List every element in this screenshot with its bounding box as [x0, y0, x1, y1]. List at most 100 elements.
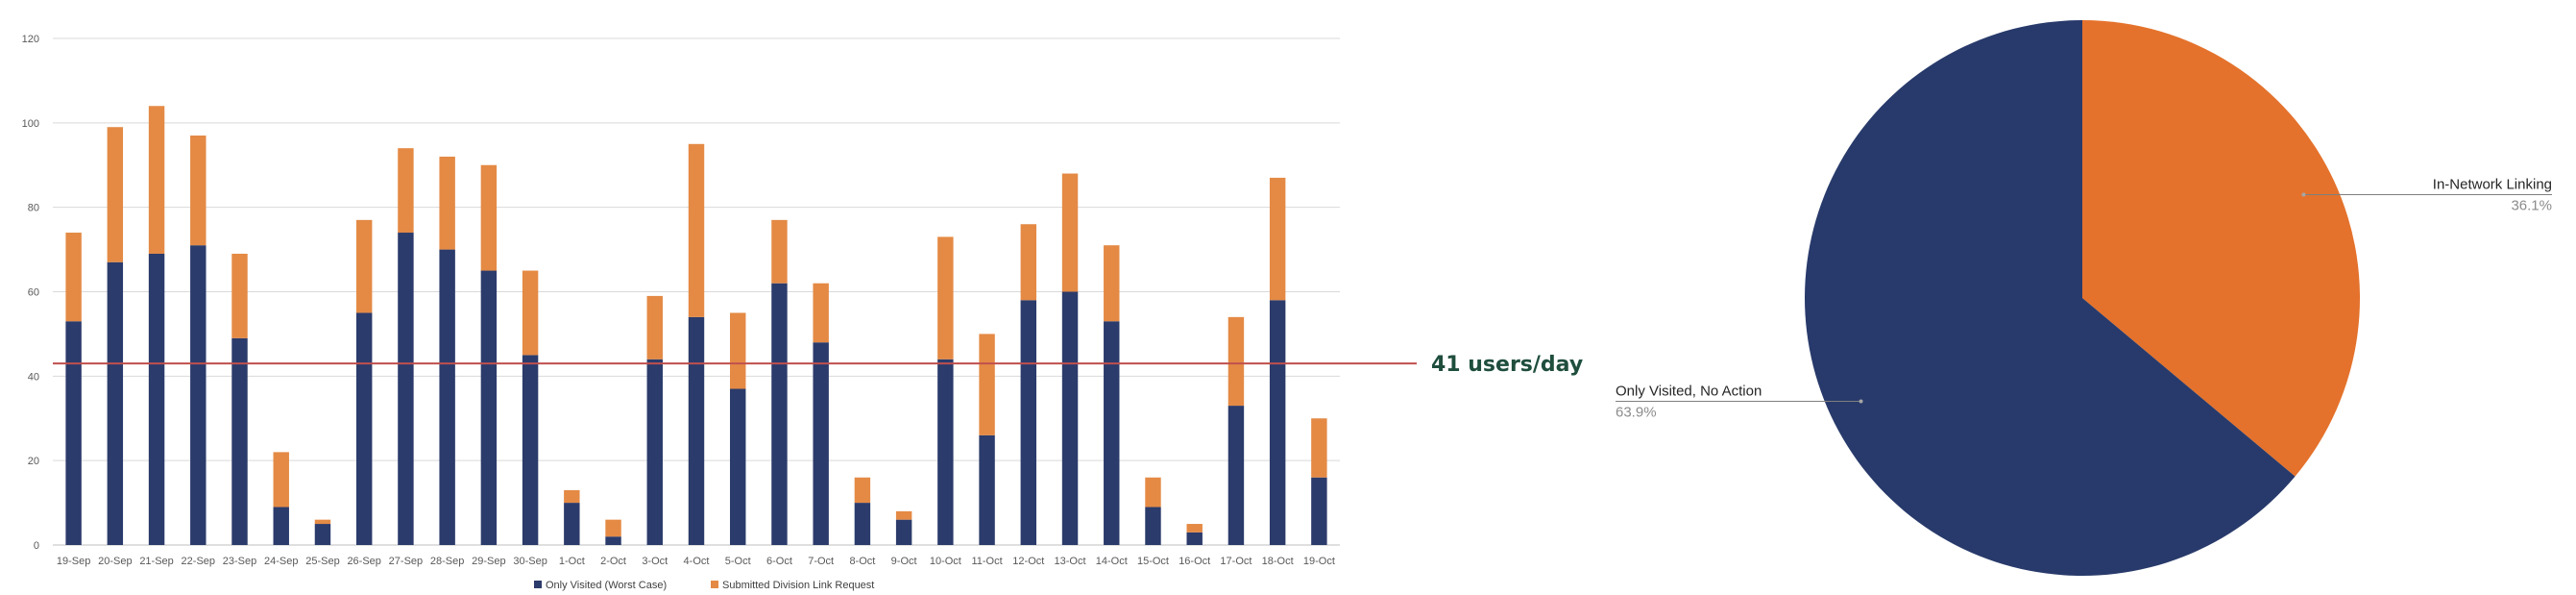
x-tick-label: 22-Sep	[182, 556, 215, 567]
y-tick-label: 20	[28, 456, 39, 467]
pie-slice-label: Only Visited, No Action	[1616, 384, 1762, 400]
bar-submitted-request	[895, 510, 912, 520]
bar-submitted-request	[190, 136, 207, 246]
bar-only-visited	[646, 359, 663, 545]
x-tick-label: 2-Oct	[600, 556, 626, 567]
x-tick-label: 19-Oct	[1303, 556, 1335, 567]
average-label: 41 users/day	[1431, 353, 1583, 377]
bar-submitted-request	[1061, 173, 1079, 292]
bar-only-visited	[564, 503, 580, 545]
bar-only-visited	[1145, 507, 1161, 545]
x-tick-label: 8-Oct	[849, 556, 875, 567]
x-tick-label: 1-Oct	[559, 556, 585, 567]
bar-submitted-request	[148, 106, 165, 254]
x-tick-label: 10-Oct	[930, 556, 961, 567]
bar-only-visited	[937, 359, 954, 545]
pie-chart: In-Network Linking 36.1% Only Visited, No …	[1616, 20, 2552, 576]
bar-submitted-request	[646, 295, 663, 359]
bar-only-visited	[1186, 532, 1203, 545]
x-tick-label: 23-Sep	[223, 556, 256, 567]
x-tick-label: 5-Oct	[725, 556, 751, 567]
bar-submitted-request	[813, 283, 829, 343]
bar-only-visited	[107, 261, 124, 545]
x-tick-label: 18-Oct	[1262, 556, 1294, 567]
bar-only-visited	[1227, 406, 1245, 545]
x-tick-label: 27-Sep	[389, 556, 423, 567]
pie-slice-label: In-Network Linking	[2433, 176, 2552, 192]
stacked-bar-chart: 0 20 40 60 80 100 120 19-Sep 20-Sep 21-Sep 22-Sep…	[22, 34, 1584, 591]
bar-only-visited	[65, 321, 82, 545]
pie-leader-dot	[2301, 192, 2306, 197]
x-tick-label: 25-Sep	[305, 556, 339, 567]
bar-only-visited	[314, 524, 331, 545]
bar-submitted-request	[1104, 245, 1120, 322]
bar-submitted-request	[979, 334, 995, 435]
pie-slice	[2082, 20, 2360, 477]
bar-only-visited	[1020, 300, 1037, 545]
bar-only-visited	[522, 355, 539, 545]
y-tick-label: 80	[28, 203, 39, 214]
bar-submitted-request	[771, 219, 788, 284]
bar-submitted-request	[564, 489, 580, 504]
legend-swatch	[711, 581, 718, 588]
bar-only-visited	[730, 388, 746, 545]
x-tick-label: 29-Sep	[472, 556, 505, 567]
x-tick-label: 30-Sep	[513, 556, 547, 567]
x-tick-label: 17-Oct	[1220, 556, 1252, 567]
x-tick-label: 12-Oct	[1012, 556, 1044, 567]
bar-only-visited	[688, 316, 705, 545]
x-tick-label: 28-Sep	[430, 556, 464, 567]
bar-submitted-request	[937, 236, 954, 359]
x-tick-label: 16-Oct	[1179, 556, 1210, 567]
bar-only-visited	[813, 342, 829, 545]
x-tick-label: 3-Oct	[642, 556, 668, 567]
bar-submitted-request	[398, 148, 414, 234]
pie-labels: In-Network Linking 36.1% Only Visited, No …	[1616, 176, 2552, 421]
bar-only-visited	[854, 503, 871, 545]
pie-slice-percent: 36.1%	[2511, 197, 2552, 213]
bar-only-visited	[480, 270, 498, 545]
bar-submitted-request	[1020, 224, 1037, 301]
bar-submitted-request	[522, 270, 539, 356]
bar-only-visited	[398, 233, 414, 545]
x-tick-labels: 19-Sep 20-Sep 21-Sep 22-Sep 23-Sep 24-Sep 25-S…	[57, 556, 1335, 567]
bar-submitted-request	[439, 156, 455, 250]
bar-only-visited	[148, 253, 165, 545]
bars	[65, 106, 1327, 546]
pie-slice	[1804, 20, 2296, 576]
x-tick-label: 15-Oct	[1137, 556, 1169, 567]
x-tick-label: 7-Oct	[808, 556, 834, 567]
bar-only-visited	[439, 249, 455, 545]
legend-entry: Only Visited (Worst Case)	[546, 580, 667, 591]
bar-only-visited	[1104, 321, 1120, 545]
bar-submitted-request	[1269, 177, 1286, 301]
x-tick-label: 20-Sep	[98, 556, 132, 567]
x-tick-label: 9-Oct	[891, 556, 917, 567]
bar-only-visited	[190, 245, 207, 546]
bar-submitted-request	[314, 519, 331, 525]
bar-submitted-request	[355, 219, 373, 313]
x-tick-label: 4-Oct	[684, 556, 710, 567]
bar-only-visited	[273, 507, 289, 545]
y-tick-label: 120	[22, 34, 39, 45]
legend-entry: Submitted Division Link Request	[722, 580, 874, 591]
bar-submitted-request	[273, 452, 289, 508]
y-tick-label: 0	[34, 540, 39, 552]
x-tick-label: 11-Oct	[971, 556, 1002, 567]
y-tick-label: 40	[28, 371, 39, 383]
bar-only-visited	[605, 536, 621, 545]
x-tick-label: 14-Oct	[1096, 556, 1128, 567]
pie-leader-dot	[1859, 399, 1863, 404]
bar-submitted-request	[1145, 477, 1161, 508]
bar-only-visited	[895, 519, 912, 545]
bar-only-visited	[1269, 300, 1286, 545]
x-tick-label: 26-Sep	[347, 556, 380, 567]
y-tick-labels: 0 20 40 60 80 100 120	[22, 34, 39, 552]
bar-only-visited	[1311, 477, 1327, 545]
pie-slice-percent: 63.9%	[1616, 405, 1657, 421]
bar-submitted-request	[1227, 316, 1245, 407]
bar-submitted-request	[231, 253, 248, 338]
y-tick-label: 100	[22, 118, 39, 130]
x-tick-label: 13-Oct	[1055, 556, 1086, 567]
